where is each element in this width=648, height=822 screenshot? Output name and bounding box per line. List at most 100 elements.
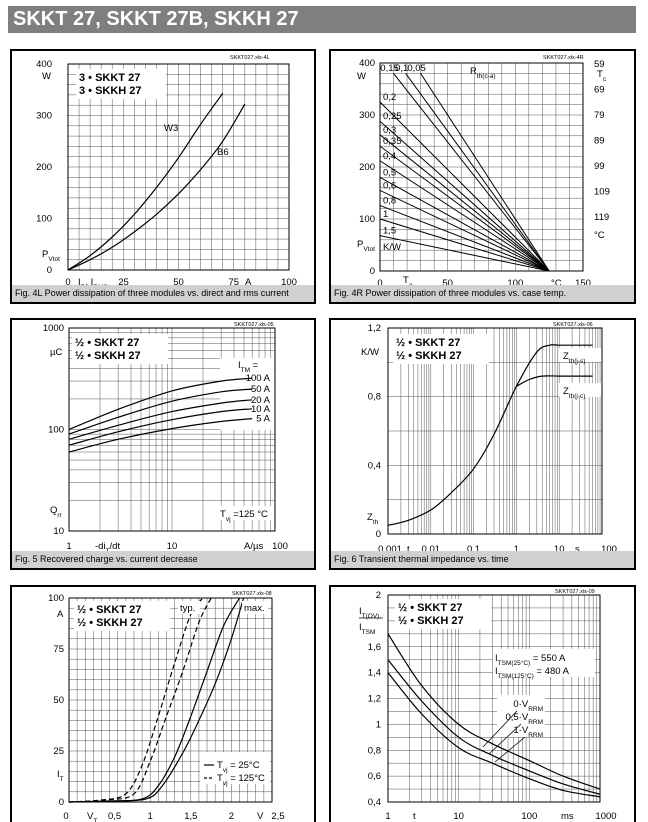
legend-bg — [74, 601, 170, 631]
series-label: 5 A — [256, 414, 270, 425]
legend-bg — [393, 334, 489, 364]
y-unit: µC — [50, 347, 62, 358]
x-axis-label: VT — [87, 811, 97, 822]
y-axis-label-den: ITSM — [359, 622, 375, 636]
figure-5-chart: SKKT027.xls-05100010010110100µCQrr-diT/d… — [43, 322, 288, 555]
y2-tick-label: 69 — [594, 85, 605, 96]
rth-line-0,25 — [379, 120, 550, 272]
y-tick-label: 1,6 — [368, 642, 381, 653]
chart-ref: SKKT027.xls-05 — [234, 322, 274, 328]
itsm-bg — [493, 649, 595, 677]
legend-0: 3 • SKKT 27 — [79, 72, 140, 84]
x-tick-label: 0,5 — [108, 811, 121, 822]
legend-bg — [76, 69, 166, 99]
y-tick-label: 200 — [359, 162, 375, 173]
pointer-line — [482, 710, 518, 748]
rth-label: 0,8 — [383, 195, 396, 206]
annotation-max: max. — [244, 603, 265, 614]
figure-4l-chart: SKKT027.xls-4L 0 100 200 300 400 0 50 75 100 25 W PV… — [36, 55, 297, 291]
x-unit: A — [245, 277, 252, 288]
rth-unit: K/W — [383, 242, 401, 253]
series-label: 50 A — [251, 384, 271, 395]
series-B6 — [67, 103, 246, 271]
rth-label: 0,5 — [383, 167, 396, 178]
itsm-125: ITSM(125°C) = 480 A — [495, 666, 570, 680]
series-label: 20 A — [251, 395, 271, 406]
series-label-B6: B6 — [217, 147, 229, 158]
x-tick-label: 50 — [442, 278, 453, 289]
series-20 A — [68, 399, 253, 440]
rth-line-0,3 — [379, 134, 550, 272]
series-Z_th(j-s) — [387, 344, 593, 526]
y-tick-label: 2 — [376, 590, 381, 601]
rth-line-0,2 — [379, 101, 550, 272]
y-axis-label: PVtot — [42, 249, 60, 263]
rth-label: 0,3 — [383, 125, 396, 136]
x-tick-label: 1,5 — [184, 811, 197, 822]
x-tick-label: 50 — [173, 277, 184, 288]
y-tick-label: 25 — [53, 746, 64, 757]
rth-line-0,1 — [405, 73, 550, 272]
chart-ref: SKKT027.xls-4R — [543, 55, 584, 61]
x-tick-label: 0,001 — [378, 544, 402, 555]
series-100 A — [68, 377, 253, 431]
x-tick-label: 1 — [148, 811, 153, 822]
rth-line-0,35 — [379, 145, 550, 272]
rth-label: 0,25 — [383, 111, 402, 122]
series-W3 — [67, 93, 224, 271]
y2-unit: °C — [594, 230, 605, 241]
series-10 A — [68, 408, 253, 446]
x-tick-label: 2 — [229, 811, 234, 822]
condition-label: Tvj =125 °C — [220, 509, 268, 523]
y-axis-label: Qrr — [50, 505, 63, 519]
y-unit: A — [57, 609, 64, 620]
y-tick-label: 0 — [370, 266, 375, 277]
x-tick-label: 1 — [514, 544, 519, 555]
rth-label: 0,15 — [380, 63, 399, 74]
x-tick-label: 10 — [453, 811, 464, 822]
y-unit: W — [357, 71, 366, 82]
x-unit: ms — [561, 811, 574, 822]
x-tick-label: 75 — [228, 277, 239, 288]
figure-6-caption: Fig. 6 Transient thermal impedance vs. t… — [331, 551, 634, 568]
y-tick-label: 200 — [36, 162, 52, 173]
legend-bg — [395, 599, 491, 629]
label-bg — [559, 383, 601, 397]
y-tick-label: 100 — [359, 214, 375, 225]
x-tick-label: 100 — [507, 278, 523, 289]
y-tick-label: 50 — [53, 695, 64, 706]
pointer-line — [488, 723, 522, 755]
rth-label: 0,1 — [395, 63, 408, 74]
cond-bg — [220, 506, 274, 520]
rth-label: 0,05 — [407, 63, 426, 74]
figure-5-caption: Fig. 5 Recovered charge vs. current decr… — [12, 551, 314, 568]
rth-line-0,8 — [379, 205, 550, 272]
y-unit: W — [42, 71, 51, 82]
x-tick-label: 100 — [272, 541, 288, 552]
y-tick-label: 0,6 — [368, 771, 381, 782]
y-tick-label: 0,4 — [368, 460, 381, 471]
rth-label: 0,2 — [383, 92, 396, 103]
y-tick-label: 1,2 — [368, 323, 381, 334]
series-0,5·V_RRM — [387, 659, 601, 795]
legend-0: ½ • SKKT 27 — [77, 604, 141, 616]
x-tick-label: 100 — [521, 811, 537, 822]
chart-ref: SKKT027.xls-09 — [555, 589, 595, 595]
y-tick-label: 1,4 — [368, 668, 381, 679]
rth-line-0,6 — [379, 189, 550, 272]
x-tick-label: 100 — [601, 544, 617, 555]
y-axis-label: Zth — [367, 512, 379, 526]
series-label-W3: W3 — [164, 123, 178, 134]
y-tick-label: 0,8 — [368, 745, 381, 756]
legend-1: ½ • SKKH 27 — [396, 350, 462, 362]
legend-bg — [72, 334, 168, 364]
pointer-line — [494, 736, 526, 763]
legend-1: ½ • SKKH 27 — [398, 615, 464, 627]
y-tick-label: 0 — [59, 797, 64, 808]
figure-8-chart: SKKT027.xls-09 0,4 0,6 0,8 1 1,2 1,4 1,6 2 1 10 100… — [359, 589, 617, 822]
plot-frame — [387, 327, 603, 535]
rth-label: 1 — [383, 209, 388, 220]
x-unit: V — [257, 811, 264, 822]
legend-line-label-25: Tvj = 25°C — [217, 760, 260, 774]
y-unit: K/W — [361, 347, 379, 358]
